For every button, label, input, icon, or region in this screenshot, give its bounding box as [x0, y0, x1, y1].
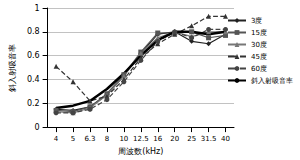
svg-text:10: 10: [119, 135, 128, 143]
svg-text:0.2: 0.2: [27, 99, 40, 108]
svg-text:8: 8: [105, 135, 109, 143]
svg-text:周波数(kHz): 周波数(kHz): [118, 147, 163, 156]
svg-text:12.5: 12.5: [133, 135, 149, 143]
svg-text:30度: 30度: [251, 41, 267, 49]
svg-text:31.5: 31.5: [201, 135, 217, 143]
svg-text:16: 16: [153, 135, 162, 143]
svg-text:5: 5: [71, 135, 75, 143]
svg-text:0.4: 0.4: [27, 75, 40, 84]
svg-text:斜入射吸音率: 斜入射吸音率: [8, 44, 17, 92]
svg-text:40: 40: [221, 135, 230, 143]
svg-text:0.8: 0.8: [27, 27, 40, 36]
svg-text:25: 25: [187, 135, 196, 143]
svg-text:20: 20: [170, 135, 179, 143]
svg-text:斜入射吸音率: 斜入射吸音率: [251, 77, 293, 85]
svg-text:0.6: 0.6: [27, 51, 40, 60]
svg-text:45度: 45度: [251, 53, 267, 61]
svg-text:6.3: 6.3: [84, 135, 95, 143]
svg-text:1: 1: [35, 4, 40, 13]
svg-text:3度: 3度: [251, 17, 262, 25]
svg-text:15度: 15度: [251, 29, 267, 37]
svg-text:4: 4: [54, 135, 59, 143]
svg-text:60度: 60度: [251, 65, 267, 73]
svg-text:0: 0: [35, 123, 40, 132]
